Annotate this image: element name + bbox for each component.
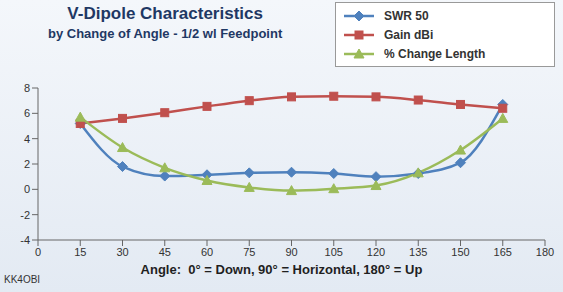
svg-text:45: 45 xyxy=(159,246,171,258)
svg-text:4: 4 xyxy=(24,133,30,145)
svg-text:105: 105 xyxy=(325,246,343,258)
html-text:% Change Length: % Change Length xyxy=(384,46,486,61)
html-text:Angle: 0° = Down, 90° = Horizo: Angle: 0° = Down, 90° = Horizontal, 180°… xyxy=(140,262,423,277)
svg-text:30: 30 xyxy=(116,246,128,258)
html-text:Gain dBi: Gain dBi xyxy=(384,27,434,42)
svg-text:-4: -4 xyxy=(20,234,30,246)
svg-text:150: 150 xyxy=(451,246,469,258)
svg-text:8: 8 xyxy=(24,82,30,94)
svg-text:180: 180 xyxy=(536,246,554,258)
html-text:V-Dipole Characteristics: V-Dipole Characteristics xyxy=(67,4,263,23)
html-text:KK4OBI: KK4OBI xyxy=(4,274,41,285)
svg-text:60: 60 xyxy=(201,246,213,258)
svg-text:120: 120 xyxy=(367,246,385,258)
svg-text:6: 6 xyxy=(24,107,30,119)
svg-text:0: 0 xyxy=(35,246,41,258)
svg-text:90: 90 xyxy=(285,246,297,258)
svg-text:135: 135 xyxy=(409,246,427,258)
svg-text:15: 15 xyxy=(74,246,86,258)
svg-text:-2: -2 xyxy=(20,209,30,221)
html-text:by Change of Angle - 1/2 wl Fe: by Change of Angle - 1/2 wl Feedpoint xyxy=(48,26,283,41)
svg-text:165: 165 xyxy=(494,246,512,258)
svg-text:0: 0 xyxy=(24,183,30,195)
html-text:SWR 50: SWR 50 xyxy=(384,8,429,23)
svg-text:2: 2 xyxy=(24,158,30,170)
svg-text:75: 75 xyxy=(243,246,255,258)
